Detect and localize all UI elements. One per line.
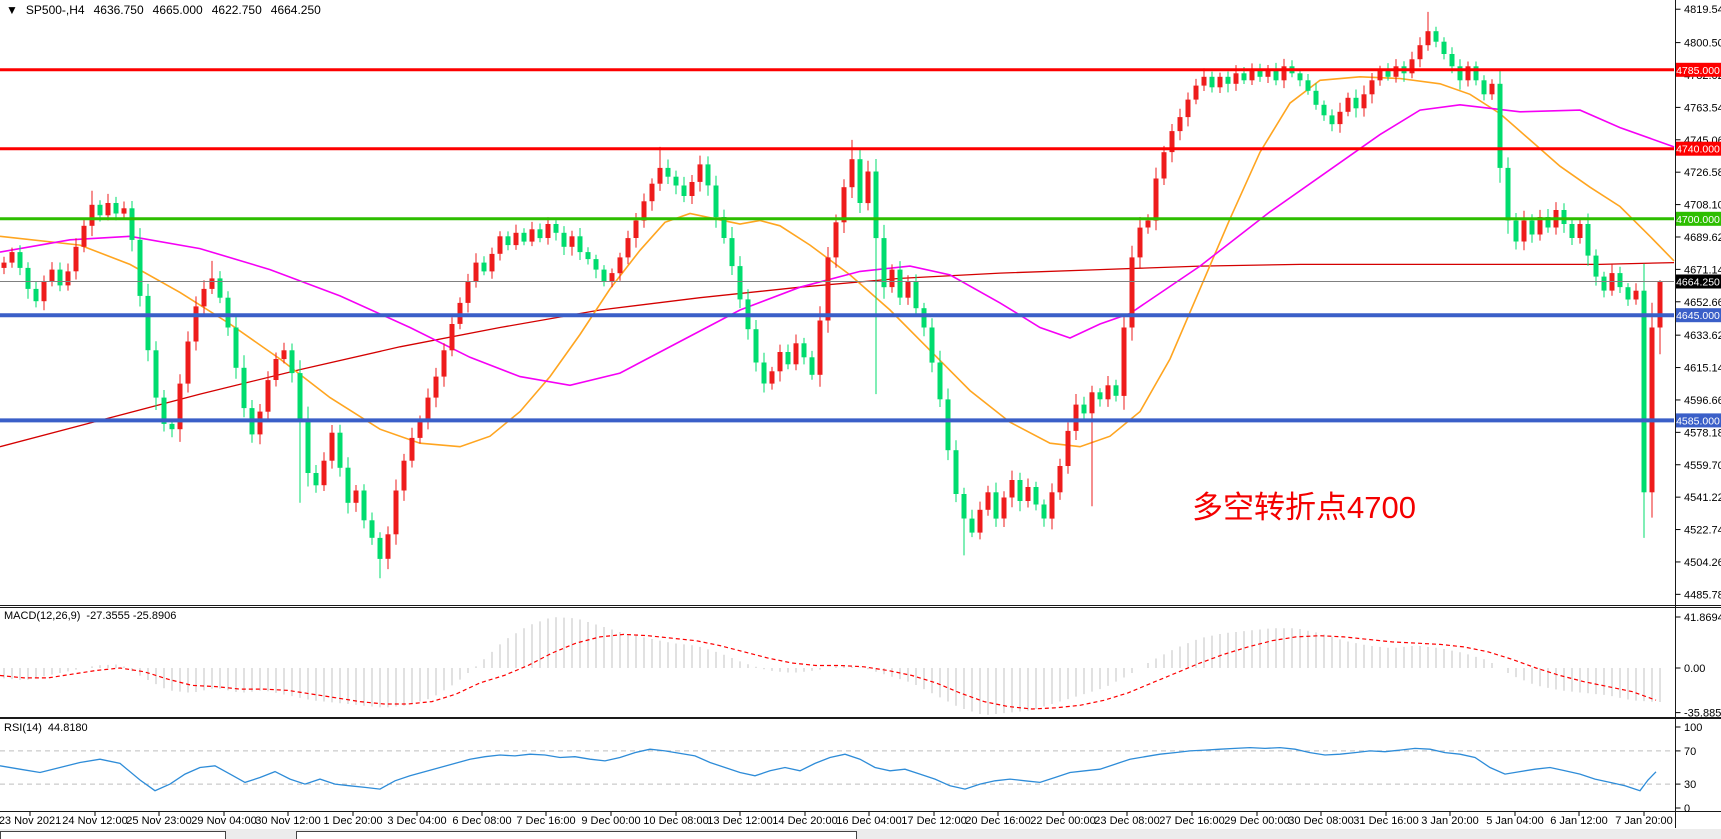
- svg-text:13 Dec 12:00: 13 Dec 12:00: [707, 815, 772, 827]
- svg-text:29 Nov 04:00: 29 Nov 04:00: [191, 815, 256, 827]
- svg-text:4578.180: 4578.180: [1684, 427, 1721, 439]
- ohlc-high: 4665.000: [152, 3, 203, 17]
- macd-panel[interactable]: 41.8694 0.00 -35.8856: [0, 612, 1721, 720]
- svg-text:4689.620: 4689.620: [1684, 232, 1721, 244]
- price-badge: 4785.000: [1676, 62, 1721, 77]
- chart-header: ▼ SP500-,H4 4636.750 4665.000 4622.750 4664.2…: [6, 3, 321, 17]
- svg-text:4708.100: 4708.100: [1684, 200, 1721, 212]
- candles-layer: [1, 11, 1663, 579]
- svg-text:4485.780: 4485.780: [1684, 589, 1721, 601]
- svg-text:23 Nov 2021: 23 Nov 2021: [0, 815, 61, 827]
- price-badge: 4740.000: [1676, 141, 1721, 156]
- svg-text:3 Jan 20:00: 3 Jan 20:00: [1421, 815, 1479, 827]
- svg-text:24 Nov 12:00: 24 Nov 12:00: [62, 815, 127, 827]
- chart-tab[interactable]: [0, 831, 226, 839]
- svg-text:70: 70: [1684, 746, 1696, 758]
- price-levels-layer[interactable]: [0, 68, 1674, 423]
- svg-text:4700.000: 4700.000: [1676, 214, 1720, 226]
- svg-text:4785.000: 4785.000: [1676, 65, 1720, 77]
- svg-text:4800.500: 4800.500: [1684, 38, 1721, 50]
- svg-text:30 Nov 12:00: 30 Nov 12:00: [255, 815, 320, 827]
- svg-text:4596.660: 4596.660: [1684, 395, 1721, 407]
- svg-text:4819.540: 4819.540: [1684, 4, 1721, 16]
- ohlc-close: 4664.250: [270, 3, 321, 17]
- svg-text:17 Dec 12:00: 17 Dec 12:00: [901, 815, 966, 827]
- chart-tab[interactable]: [296, 831, 857, 839]
- svg-text:9 Dec 00:00: 9 Dec 00:00: [581, 815, 640, 827]
- rsi-indicator-label: RSI(14) 44.8180: [4, 722, 88, 734]
- svg-text:4726.580: 4726.580: [1684, 167, 1721, 179]
- macd-indicator-label: MACD(12,26,9) -27.3555 -25.8906: [4, 610, 176, 622]
- svg-text:4740.000: 4740.000: [1676, 144, 1720, 156]
- svg-text:29 Dec 00:00: 29 Dec 00:00: [1224, 815, 1289, 827]
- rsi-name: RSI(14): [4, 722, 42, 734]
- svg-text:6 Dec 08:00: 6 Dec 08:00: [452, 815, 511, 827]
- svg-text:4671.140: 4671.140: [1684, 264, 1721, 276]
- svg-text:4664.250: 4664.250: [1676, 276, 1720, 288]
- rsi-panel[interactable]: 100 70 30 0: [0, 722, 1702, 815]
- macd-values: -27.3555 -25.8906: [86, 610, 177, 622]
- svg-text:-35.8856: -35.8856: [1684, 708, 1721, 720]
- rsi-value: 44.8180: [47, 722, 88, 734]
- svg-text:14 Dec 20:00: 14 Dec 20:00: [772, 815, 837, 827]
- svg-text:16 Dec 04:00: 16 Dec 04:00: [836, 815, 901, 827]
- svg-text:10 Dec 08:00: 10 Dec 08:00: [643, 815, 708, 827]
- svg-text:41.8694: 41.8694: [1684, 612, 1721, 624]
- svg-text:4541.220: 4541.220: [1684, 492, 1721, 504]
- svg-text:4522.740: 4522.740: [1684, 525, 1721, 537]
- svg-text:5 Jan 04:00: 5 Jan 04:00: [1486, 815, 1544, 827]
- symbol-dropdown-icon[interactable]: ▼: [6, 3, 18, 17]
- svg-text:3 Dec 04:00: 3 Dec 04:00: [387, 815, 446, 827]
- price-badge: 4664.250: [1676, 274, 1721, 289]
- svg-text:0: 0: [1684, 803, 1690, 815]
- bottom-tab-strip[interactable]: [0, 829, 1721, 839]
- chart-text-annotation: 多空转折点4700: [1192, 490, 1416, 525]
- svg-text:22 Dec 00:00: 22 Dec 00:00: [1030, 815, 1095, 827]
- svg-text:4633.620: 4633.620: [1684, 330, 1721, 342]
- price-badge: 4645.000: [1676, 308, 1721, 322]
- svg-text:100: 100: [1684, 722, 1702, 734]
- svg-text:30: 30: [1684, 779, 1696, 791]
- svg-text:23 Dec 08:00: 23 Dec 08:00: [1094, 815, 1159, 827]
- svg-text:30 Dec 08:00: 30 Dec 08:00: [1288, 815, 1353, 827]
- price-badge: 4700.000: [1676, 211, 1721, 226]
- price-badge: 4585.000: [1676, 413, 1721, 428]
- svg-text:31 Dec 16:00: 31 Dec 16:00: [1353, 815, 1418, 827]
- svg-text:4652.660: 4652.660: [1684, 297, 1721, 309]
- svg-text:4504.260: 4504.260: [1684, 557, 1721, 569]
- svg-text:4645.000: 4645.000: [1676, 310, 1720, 322]
- svg-text:1 Dec 20:00: 1 Dec 20:00: [323, 815, 382, 827]
- svg-text:0.00: 0.00: [1684, 663, 1705, 675]
- svg-text:4763.540: 4763.540: [1684, 102, 1721, 114]
- svg-text:7 Jan 20:00: 7 Jan 20:00: [1615, 815, 1673, 827]
- svg-text:7 Dec 16:00: 7 Dec 16:00: [516, 815, 575, 827]
- svg-text:27 Dec 16:00: 27 Dec 16:00: [1159, 815, 1224, 827]
- ohlc-low: 4622.750: [211, 3, 262, 17]
- svg-text:6 Jan 12:00: 6 Jan 12:00: [1550, 815, 1608, 827]
- macd-name: MACD(12,26,9): [4, 610, 81, 622]
- symbol-period-label: SP500-,H4: [25, 3, 85, 17]
- svg-text:4585.000: 4585.000: [1676, 415, 1720, 427]
- price-scale[interactable]: 4819.5404800.5004782.0204763.5404745.060…: [1675, 4, 1721, 601]
- svg-text:25 Nov 23:00: 25 Nov 23:00: [126, 815, 191, 827]
- svg-text:4615.140: 4615.140: [1684, 363, 1721, 375]
- svg-text:4559.700: 4559.700: [1684, 460, 1721, 472]
- svg-text:20 Dec 16:00: 20 Dec 16:00: [965, 815, 1030, 827]
- ohlc-open: 4636.750: [93, 3, 144, 17]
